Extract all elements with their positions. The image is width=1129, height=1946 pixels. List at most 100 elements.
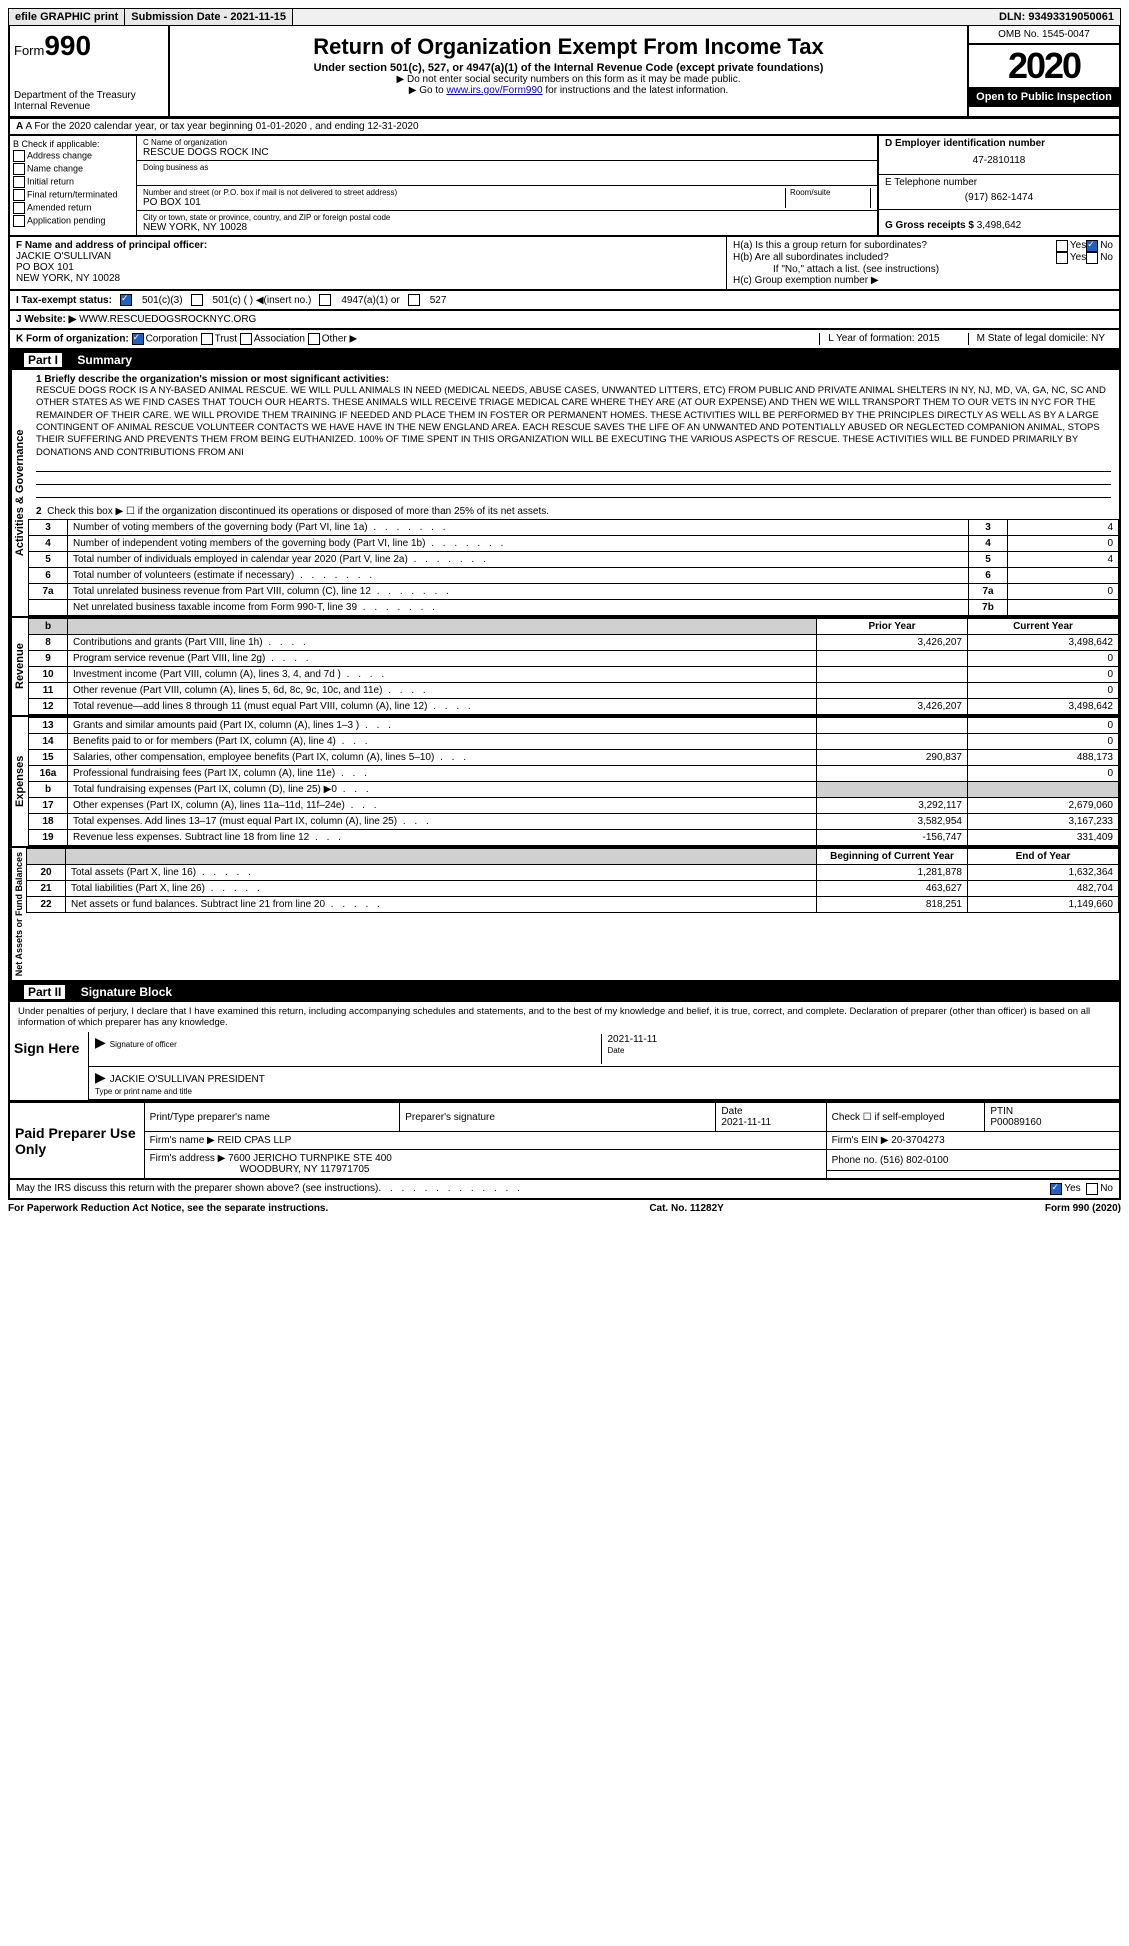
row-j-website: J Website: ▶ WWW.RESCUEDOGSROCKNYC.ORG [8,311,1121,330]
expenses-section: Expenses 13Grants and similar amounts pa… [8,717,1121,848]
table-row: 4Number of independent voting members of… [29,536,1119,552]
box-f: F Name and address of principal officer:… [10,237,727,289]
org-name: RESCUE DOGS ROCK INC [143,147,871,158]
table-row: bTotal fundraising expenses (Part IX, co… [29,782,1119,798]
table-row: 18Total expenses. Add lines 13–17 (must … [29,814,1119,830]
row-a-period: A A For the 2020 calendar year, or tax y… [8,118,1121,136]
org-name-label: C Name of organization [143,138,871,147]
revenue-table: b Prior Year Current Year 8Contributions… [28,618,1119,715]
addr-value: PO BOX 101 [143,197,785,208]
signature-section: Under penalties of perjury, I declare th… [8,1002,1121,1102]
check-final-return[interactable]: Final return/terminated [13,189,133,201]
firm-ein: 20-3704273 [891,1135,944,1146]
table-row: 20Total assets (Part X, line 16) . . . .… [27,865,1119,881]
website-value: WWW.RESCUEDOGSROCKNYC.ORG [79,314,256,325]
section-bcd: B Check if applicable: Address change Na… [8,136,1121,237]
table-row: 6Total number of volunteers (estimate if… [29,568,1119,584]
section-fh: F Name and address of principal officer:… [8,237,1121,291]
row-i-tax-status: I Tax-exempt status: 501(c)(3) 501(c) ( … [8,291,1121,311]
table-row: 19Revenue less expenses. Subtract line 1… [29,830,1119,846]
table-row: 16aProfessional fundraising fees (Part I… [29,766,1119,782]
firm-name: REID CPAS LLP [218,1135,292,1146]
firm-phone: (516) 802-0100 [880,1155,948,1166]
table-row: 7aTotal unrelated business revenue from … [29,584,1119,600]
revenue-section: Revenue b Prior Year Current Year 8Contr… [8,618,1121,717]
vlabel-activities: Activities & Governance [10,370,28,616]
form-title: Return of Organization Exempt From Incom… [176,34,961,60]
city-value: NEW YORK, NY 10028 [143,222,871,233]
dept-label: Department of the TreasuryInternal Reven… [14,90,164,112]
expenses-table: 13Grants and similar amounts paid (Part … [28,717,1119,846]
vlabel-expenses: Expenses [10,717,28,846]
h-a-no-check[interactable] [1086,240,1098,252]
table-row: 13Grants and similar amounts paid (Part … [29,718,1119,734]
check-initial-return[interactable]: Initial return [13,176,133,188]
check-application-pending[interactable]: Application pending [13,215,133,227]
table-row: 22Net assets or fund balances. Subtract … [27,897,1119,913]
table-row: Net unrelated business taxable income fr… [29,600,1119,616]
part1-header: Part I Summary [8,350,1121,370]
ptin-value: P00089160 [990,1117,1041,1128]
form-prefix: Form [14,43,44,58]
netassets-section: Net Assets or Fund Balances Beginning of… [8,848,1121,982]
firm-addr1: 7600 JERICHO TURNPIKE STE 400 [228,1153,392,1164]
paid-preparer-section: Paid Preparer Use Only Print/Type prepar… [8,1102,1121,1180]
check-amended-return[interactable]: Amended return [13,202,133,214]
box-d-e-g: D Employer identification number 47-2810… [877,136,1119,235]
mission-text: RESCUE DOGS ROCK IS A NY-BASED ANIMAL RE… [36,385,1111,459]
table-row: 21Total liabilities (Part X, line 26) . … [27,881,1119,897]
table-row: 11Other revenue (Part VIII, column (A), … [29,683,1119,699]
table-row: 9Program service revenue (Part VIII, lin… [29,651,1119,667]
ssn-note: ▶ Do not enter social security numbers o… [176,74,961,85]
dba-label: Doing business as [143,163,871,172]
box-b-title: B Check if applicable: [13,139,133,149]
table-row: 8Contributions and grants (Part VIII, li… [29,635,1119,651]
box-c: C Name of organization RESCUE DOGS ROCK … [137,136,877,235]
ein-label: D Employer identification number [885,138,1113,149]
efile-print-button[interactable]: efile GRAPHIC print [9,9,125,25]
table-row: 12Total revenue—add lines 8 through 11 (… [29,699,1119,715]
goto-note: ▶ Go to www.irs.gov/Form990 for instruct… [176,85,961,96]
sign-here-label: Sign Here [10,1032,89,1100]
row-k-org: K Form of organization: Corporation Trus… [8,330,1121,350]
paid-preparer-label: Paid Preparer Use Only [9,1103,144,1180]
room-label: Room/suite [790,188,870,197]
vlabel-revenue: Revenue [10,618,28,715]
form-number: 990 [44,30,91,61]
footer-right: Form 990 (2020) [1045,1203,1121,1214]
ein-value: 47-2810118 [885,149,1113,172]
check-address-change[interactable]: Address change [13,150,133,162]
q2-label: Check this box ▶ ☐ if the organization d… [47,506,549,517]
topbar: efile GRAPHIC print Submission Date - 20… [8,8,1121,26]
city-label: City or town, state or province, country… [143,213,871,222]
box-h: H(a) Is this a group return for subordin… [727,237,1119,289]
table-row: 5Total number of individuals employed in… [29,552,1119,568]
irs-link[interactable]: www.irs.gov/Form990 [446,85,542,96]
gross-receipts-label: G Gross receipts $ [885,220,974,231]
sig-intro: Under penalties of perjury, I declare th… [10,1002,1119,1032]
check-501c3[interactable] [120,294,132,306]
table-row: 14Benefits paid to or for members (Part … [29,734,1119,750]
vlabel-netassets: Net Assets or Fund Balances [10,848,26,980]
discuss-yes-check[interactable] [1050,1183,1062,1195]
state-domicile: M State of legal domicile: NY [968,333,1113,345]
tax-year: 2020 [969,45,1119,87]
box-b: B Check if applicable: Address change Na… [10,136,137,235]
inspection-badge: Open to Public Inspection [969,87,1119,107]
phone-value: (917) 862-1474 [885,188,1113,207]
dln-label: DLN: 93493319050061 [993,9,1120,25]
table-row: 3Number of voting members of the governi… [29,520,1119,536]
q1-label: 1 Briefly describe the organization's mi… [36,374,389,385]
table-row: 10Investment income (Part VIII, column (… [29,667,1119,683]
omb-number: OMB No. 1545-0047 [969,26,1119,45]
netassets-table: Beginning of Current Year End of Year 20… [26,848,1119,913]
officer-name: JACKIE O'SULLIVAN PRESIDENT [110,1074,265,1085]
submission-date-button[interactable]: Submission Date - 2021-11-15 [125,9,293,25]
check-name-change[interactable]: Name change [13,163,133,175]
footer-left: For Paperwork Reduction Act Notice, see … [8,1203,328,1214]
form-subtitle: Under section 501(c), 527, or 4947(a)(1)… [176,62,961,74]
firm-addr2: WOODBURY, NY 117971705 [150,1164,370,1175]
activities-table: 3Number of voting members of the governi… [28,519,1119,616]
check-corporation[interactable] [132,333,144,345]
table-row: 17Other expenses (Part IX, column (A), l… [29,798,1119,814]
